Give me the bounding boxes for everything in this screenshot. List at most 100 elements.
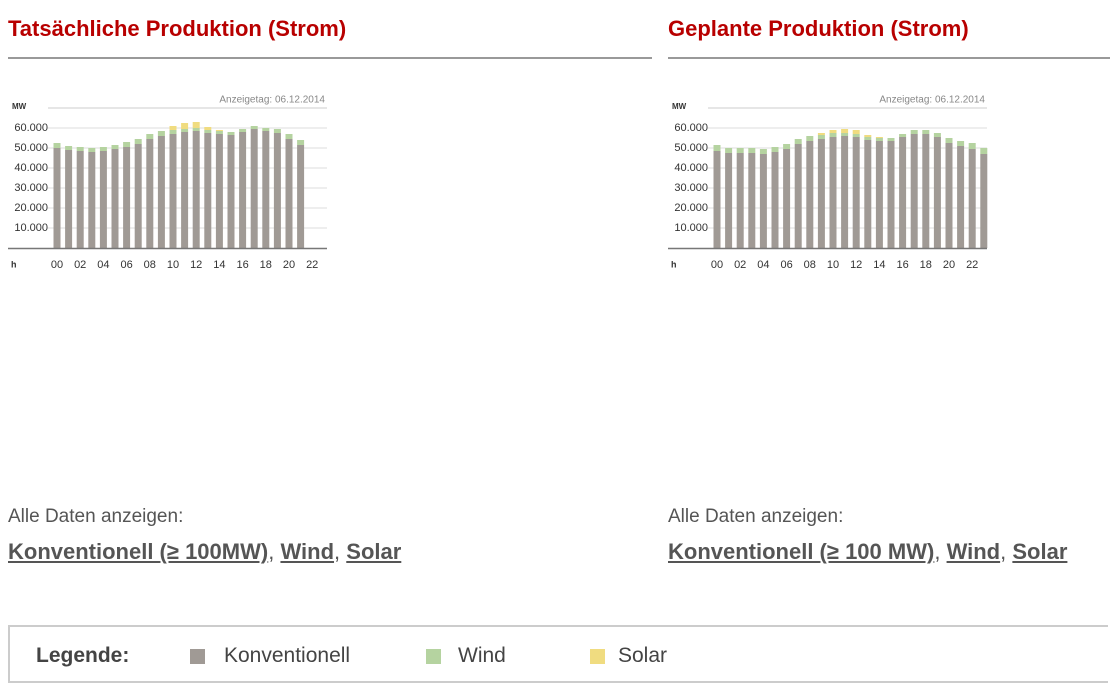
- bar-segment: [65, 150, 73, 248]
- bar-segment: [829, 137, 837, 248]
- x-tick-label: 18: [260, 259, 272, 271]
- x-tick-label: 22: [306, 259, 318, 271]
- bar-segment: [713, 151, 721, 248]
- legend-swatch: [190, 649, 205, 664]
- y-tick-label: 30.000: [14, 182, 48, 194]
- bar-segment: [192, 122, 200, 128]
- link[interactable]: Wind: [946, 539, 1001, 564]
- bar-segment: [794, 139, 802, 144]
- bar-segment: [169, 126, 177, 130]
- bar-segment: [829, 133, 837, 137]
- bar-segment: [123, 147, 131, 248]
- bar-segment: [864, 137, 872, 140]
- chart: 10.000 20.000 30.000 40.000 50.000 60.000 MW An…: [8, 95, 327, 271]
- bar-segment: [980, 148, 988, 154]
- annotation: Anzeigetag: 06.12.2014: [219, 95, 325, 106]
- bar-segment: [192, 128, 200, 131]
- x-tick-label: 04: [97, 259, 109, 271]
- link[interactable]: Wind: [280, 539, 335, 564]
- x-tick-label: 14: [213, 259, 225, 271]
- bar-segment: [968, 143, 976, 149]
- x-tick-label: 12: [190, 259, 202, 271]
- bar-segment: [968, 149, 976, 248]
- bar-segment: [250, 129, 258, 248]
- bar-segment: [748, 153, 756, 248]
- annotation: Anzeigetag: 06.12.2014: [879, 95, 985, 106]
- panel-title: Geplante Produktion (Strom): [668, 16, 969, 41]
- bar-segment: [215, 131, 223, 134]
- bar-segment: [713, 145, 721, 151]
- bar-segment: [875, 141, 883, 248]
- link[interactable]: Solar: [1012, 539, 1068, 564]
- y-tick-label: 60.000: [14, 122, 48, 134]
- bar-segment: [899, 137, 907, 248]
- links: Konventionell (≥ 100 MW), Wind, Solar: [668, 539, 1067, 565]
- x-tick-label: 04: [757, 259, 769, 271]
- link[interactable]: Konventionell (≥ 100MW): [8, 539, 269, 564]
- bar-segment: [899, 134, 907, 137]
- bar-segment: [829, 130, 837, 133]
- bar-segment: [250, 126, 258, 129]
- bar-segment: [273, 129, 281, 133]
- links: Konventionell (≥ 100MW), Wind, Solar: [8, 539, 401, 565]
- bar-segment: [864, 135, 872, 137]
- bar-segment: [88, 152, 96, 248]
- x-tick-label: 06: [120, 259, 132, 271]
- x-tick-label: 20: [943, 259, 955, 271]
- bar-segment: [806, 141, 814, 248]
- x-tick-label: 08: [144, 259, 156, 271]
- bar-segment: [146, 134, 154, 139]
- bar-segment: [285, 134, 293, 139]
- bar-segment: [759, 154, 767, 248]
- x-tick-label: 10: [167, 259, 179, 271]
- separator: ,: [1000, 539, 1007, 564]
- bar-segment: [841, 129, 849, 133]
- bar-segment: [134, 144, 142, 248]
- x-tick-label: 02: [734, 259, 746, 271]
- bar-segment: [111, 145, 119, 149]
- bar-segment: [134, 139, 142, 144]
- bar-segment: [725, 153, 733, 248]
- bar-segment: [111, 149, 119, 248]
- bar-segment: [748, 148, 756, 153]
- bar-segment: [227, 132, 235, 135]
- x-tick-label: 08: [804, 259, 816, 271]
- legend-label: Wind: [458, 644, 506, 667]
- bar-segment: [933, 133, 941, 137]
- bar-segment: [783, 149, 791, 248]
- x-tick-label: 12: [850, 259, 862, 271]
- legend-label: Konventionell: [224, 644, 351, 667]
- bar-segment: [817, 135, 825, 139]
- bar-segment: [875, 138, 883, 141]
- panel-title: Tatsächliche Produktion (Strom): [8, 16, 347, 41]
- bar-segment: [146, 139, 154, 248]
- y-tick-label: 30.000: [674, 182, 708, 194]
- x-tick-label: 00: [51, 259, 63, 271]
- x-tick-label: 18: [920, 259, 932, 271]
- bar-segment: [875, 137, 883, 138]
- bar-segment: [204, 127, 212, 130]
- x-tick-label: 16: [236, 259, 248, 271]
- bar-segment: [123, 142, 131, 147]
- bar-segment: [53, 143, 61, 148]
- bar-segment: [297, 140, 305, 145]
- bar-segment: [157, 131, 165, 136]
- bar-segment: [910, 130, 918, 134]
- bar-segment: [794, 144, 802, 248]
- bar-segment: [852, 137, 860, 248]
- legend-swatch: [426, 649, 441, 664]
- bar-segment: [852, 134, 860, 137]
- link[interactable]: Solar: [346, 539, 402, 564]
- bar-segment: [771, 147, 779, 152]
- bar-segment: [76, 147, 84, 151]
- bar-segment: [285, 139, 293, 248]
- bar-segment: [817, 139, 825, 248]
- bar-segment: [887, 138, 895, 141]
- bar-segment: [759, 149, 767, 154]
- separator: ,: [268, 539, 275, 564]
- link[interactable]: Konventionell (≥ 100 MW): [668, 539, 935, 564]
- x-tick-label: 10: [827, 259, 839, 271]
- y-tick-label: 20.000: [14, 202, 48, 214]
